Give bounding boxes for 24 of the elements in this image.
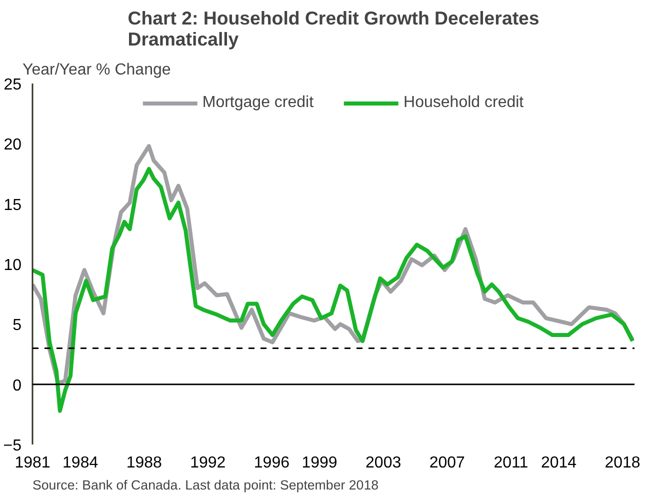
x-tick-label: 2018 — [604, 454, 640, 472]
x-tick-label: 1996 — [254, 454, 290, 472]
chart-title: Chart 2: Household Credit Growth Decelerates Dramatically — [128, 8, 540, 50]
x-tick-label: 1992 — [190, 454, 226, 472]
y-axis-title: Year/Year % Change — [22, 62, 171, 78]
x-tick-label: 1999 — [302, 454, 338, 472]
x-tick-label: 2007 — [429, 454, 466, 472]
x-tick-label: 1988 — [126, 454, 162, 472]
y-tick-label: 10 — [4, 257, 22, 274]
y-tick-label: 20 — [4, 136, 22, 154]
x-tick-label: 2003 — [366, 454, 402, 472]
x-tick-label: 2014 — [540, 454, 577, 472]
x-tick-label: 2011 — [494, 454, 528, 472]
line-series — [32, 166, 634, 413]
x-tick-label: 1981 — [14, 454, 50, 472]
legend-label: Household credit — [404, 94, 524, 112]
source-note: Source: Bank of Canada. Last data point: September 2018 — [32, 478, 379, 492]
y-tick-label: 5 — [12, 317, 22, 334]
y-tick-label: −5 — [3, 438, 22, 454]
y-tick-label: 25 — [4, 76, 22, 94]
y-tick-label: 15 — [4, 196, 22, 214]
x-tick-label: 1984 — [62, 454, 98, 472]
y-tick-label: 0 — [12, 377, 22, 394]
legend-label: Mortgage credit — [202, 94, 314, 112]
